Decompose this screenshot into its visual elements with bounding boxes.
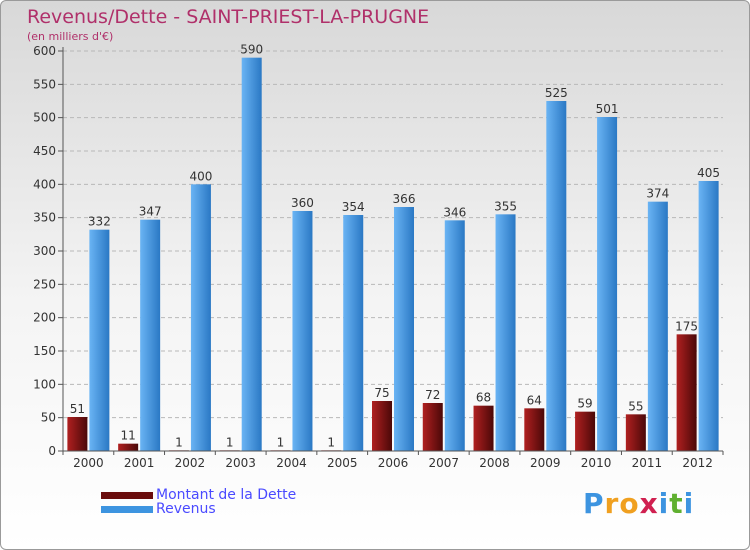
data-label: 1 xyxy=(327,435,335,449)
x-tick-label: 2011 xyxy=(632,456,663,470)
logo-letter: P xyxy=(583,487,605,520)
data-label: 374 xyxy=(646,187,669,201)
bar-revenus xyxy=(190,184,211,452)
bar-revenus xyxy=(140,219,161,451)
data-label: 355 xyxy=(494,199,517,213)
y-tick-label: 450 xyxy=(33,144,56,158)
legend-item-dette: Montant de la Dette xyxy=(101,487,296,503)
y-tick-label: 250 xyxy=(33,277,56,291)
bar-dette xyxy=(625,414,646,451)
x-tick-label: 2002 xyxy=(175,456,206,470)
data-label: 360 xyxy=(291,196,314,210)
data-label: 366 xyxy=(393,192,416,206)
data-label: 75 xyxy=(374,386,389,400)
data-label: 1 xyxy=(277,435,285,449)
data-label: 64 xyxy=(527,393,542,407)
logo-letter: t xyxy=(669,487,684,520)
logo-letter: o xyxy=(619,487,640,520)
data-label: 72 xyxy=(425,388,440,402)
data-label: 501 xyxy=(596,102,619,116)
bar-revenus xyxy=(597,117,618,451)
data-label: 1 xyxy=(226,435,234,449)
logo-letter: r xyxy=(604,487,620,520)
proxiti-logo: Proxiti xyxy=(583,487,694,520)
x-tick-label: 2009 xyxy=(530,456,561,470)
y-tick-label: 200 xyxy=(33,311,56,325)
x-tick-label: 2001 xyxy=(124,456,155,470)
bar-revenus xyxy=(241,57,262,452)
data-label: 68 xyxy=(476,391,491,405)
x-tick-label: 2000 xyxy=(73,456,104,470)
data-label: 51 xyxy=(70,402,85,416)
bar-dette xyxy=(676,334,697,451)
data-label: 175 xyxy=(675,319,698,333)
bar-revenus xyxy=(292,211,313,451)
bar-dette xyxy=(575,411,596,451)
chart-title: Revenus/Dette - SAINT-PRIEST-LA-PRUGNE xyxy=(27,6,430,28)
x-tick-label: 2007 xyxy=(428,456,459,470)
y-tick-label: 300 xyxy=(33,244,56,258)
data-label: 55 xyxy=(628,399,643,413)
x-tick-label: 2003 xyxy=(225,456,256,470)
x-tick-label: 2008 xyxy=(479,456,510,470)
y-tick-label: 100 xyxy=(33,377,56,391)
data-label: 346 xyxy=(443,205,466,219)
y-tick-label: 600 xyxy=(33,44,56,58)
data-label: 590 xyxy=(240,43,263,57)
bar-dette xyxy=(372,401,392,451)
bar-revenus xyxy=(698,181,719,451)
data-label: 405 xyxy=(697,166,720,180)
data-label: 11 xyxy=(121,429,136,443)
y-tick-label: 0 xyxy=(48,444,56,458)
y-tick-label: 550 xyxy=(33,77,56,91)
x-tick-label: 2005 xyxy=(327,456,358,470)
bar-dette xyxy=(524,408,545,451)
logo-letter: x xyxy=(639,487,659,520)
bar-dette xyxy=(67,417,88,451)
y-tick-label: 150 xyxy=(33,344,56,358)
data-label: 347 xyxy=(139,205,162,219)
bar-revenus xyxy=(495,214,516,451)
bar-revenus xyxy=(89,229,110,451)
x-tick-label: 2012 xyxy=(682,456,713,470)
x-tick-label: 2006 xyxy=(378,456,409,470)
legend-swatch-dette xyxy=(101,491,153,499)
logo-letter: i xyxy=(683,487,695,520)
bar-revenus xyxy=(647,201,668,451)
legend-item-revenus: Revenus xyxy=(101,501,216,517)
y-tick-label: 400 xyxy=(33,177,56,191)
x-tick-label: 2004 xyxy=(276,456,307,470)
legend-label-revenus: Revenus xyxy=(156,501,216,517)
bar-revenus xyxy=(444,220,465,451)
y-tick-label: 500 xyxy=(33,111,56,125)
bar-dette xyxy=(473,405,494,451)
data-label: 1 xyxy=(175,435,183,449)
bar-revenus xyxy=(546,101,567,451)
chart-subtitle: (en milliers d'€) xyxy=(27,30,114,43)
data-label: 354 xyxy=(342,200,365,214)
bar-revenus xyxy=(343,215,364,451)
legend-label-dette: Montant de la Dette xyxy=(156,487,297,503)
y-tick-label: 50 xyxy=(41,411,56,425)
bar-dette xyxy=(422,403,443,451)
bar-dette xyxy=(118,443,139,451)
data-label: 400 xyxy=(189,169,212,183)
data-label: 59 xyxy=(577,397,592,411)
legend-swatch-revenus xyxy=(101,505,153,513)
x-tick-label: 2010 xyxy=(581,456,612,470)
data-label: 332 xyxy=(88,215,111,229)
y-tick-label: 350 xyxy=(33,211,56,225)
data-label: 525 xyxy=(545,86,568,100)
logo-letter: i xyxy=(658,487,670,520)
bar-revenus xyxy=(394,207,414,451)
